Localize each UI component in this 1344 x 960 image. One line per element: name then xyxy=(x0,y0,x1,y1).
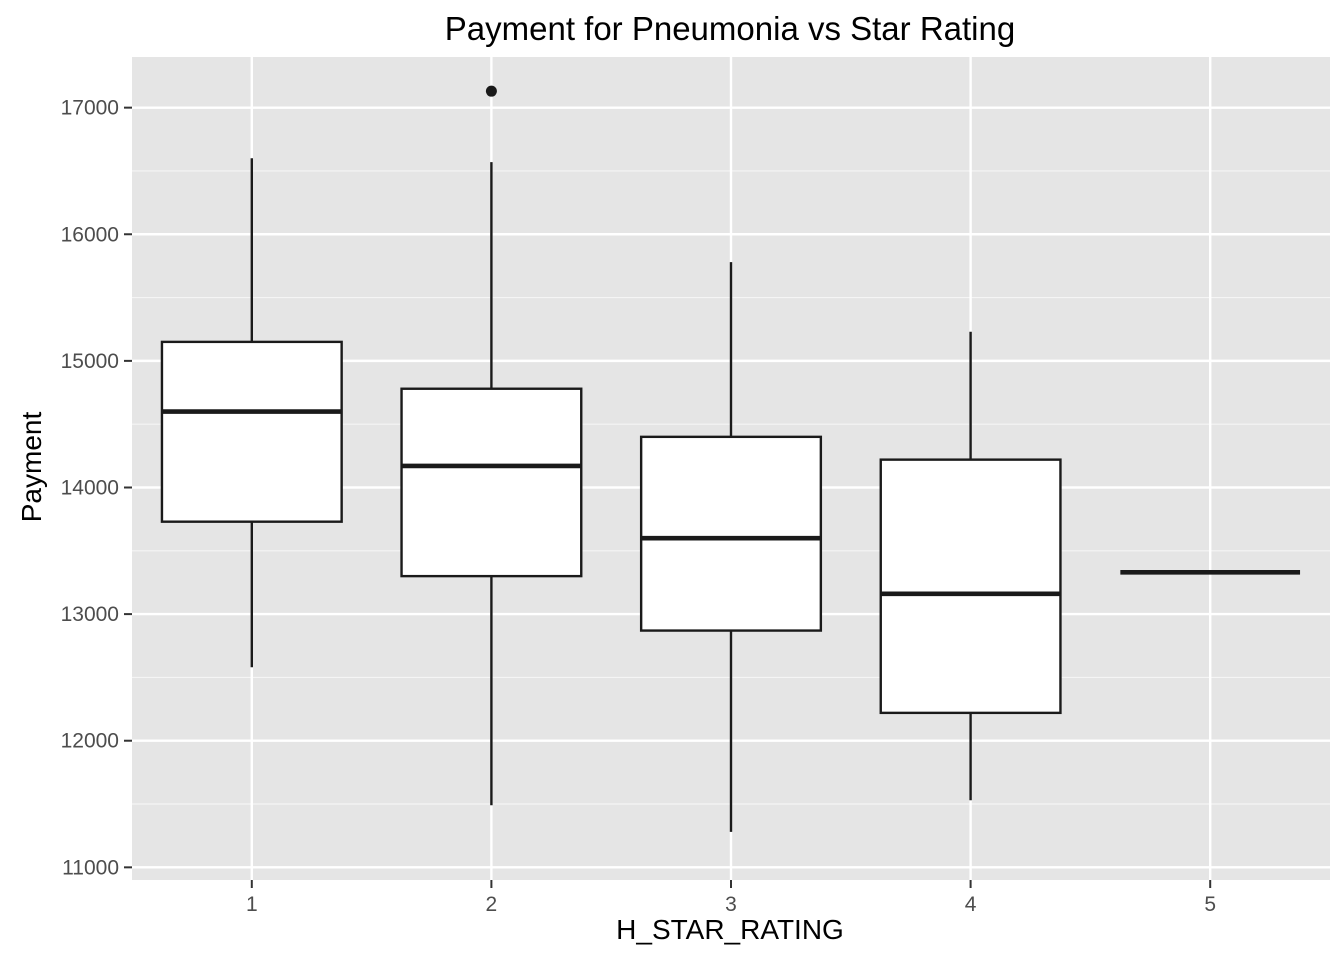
y-tick-label: 17000 xyxy=(61,97,119,120)
y-tick-label: 13000 xyxy=(61,603,119,626)
box-group xyxy=(879,331,1062,801)
box-iqr xyxy=(879,458,1062,715)
x-axis: 1 2 3 4 5 xyxy=(246,880,1216,916)
y-axis-title: Payment xyxy=(16,412,47,523)
box-iqr xyxy=(400,387,583,578)
box-group xyxy=(639,262,823,832)
box-iqr xyxy=(639,435,823,632)
y-tick-label: 14000 xyxy=(61,476,119,499)
x-tick-label: 3 xyxy=(725,893,737,916)
y-tick-label: 11000 xyxy=(62,856,119,879)
chart-title: Payment for Pneumonia vs Star Rating xyxy=(445,10,1015,47)
x-tick-label: 2 xyxy=(486,893,498,916)
x-tick-label: 5 xyxy=(1204,893,1216,916)
box-series xyxy=(160,85,1301,832)
box-iqr xyxy=(160,340,343,523)
x-axis-title: H_STAR_RATING xyxy=(616,914,844,945)
outlier-point xyxy=(485,85,497,97)
y-tick-label: 16000 xyxy=(61,223,119,246)
x-tick-label: 4 xyxy=(965,893,977,916)
y-tick-label: 15000 xyxy=(61,350,119,373)
box-group xyxy=(160,158,343,668)
y-tick-label: 12000 xyxy=(61,730,119,753)
x-tick-label: 1 xyxy=(246,893,258,916)
y-axis: 11000 12000 13000 14000 15000 16000 17000 xyxy=(61,97,132,879)
box-group xyxy=(400,85,583,806)
